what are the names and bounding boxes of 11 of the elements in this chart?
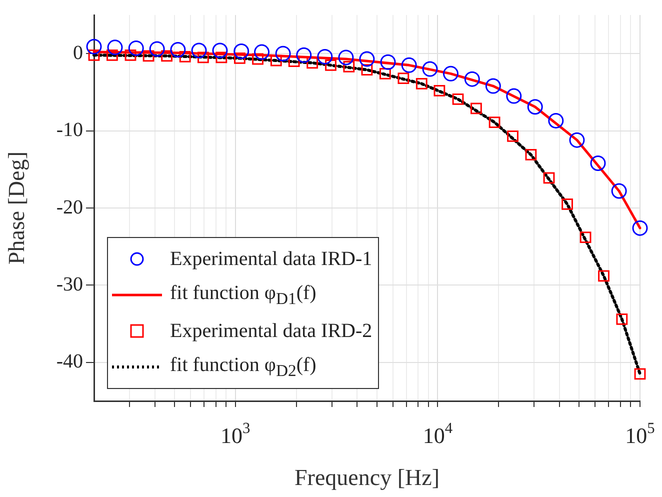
y-tick-label: -40 <box>56 350 83 373</box>
legend-label: Experimental data IRD-2 <box>170 320 372 342</box>
y-tick-label: -20 <box>56 196 83 218</box>
legend-label: fit function φ$_{D2}$(f) <box>170 354 316 380</box>
legend-label: fit function φ$_{D1}$(f) <box>170 282 316 308</box>
x-axis-title: Frequency [Hz] <box>294 465 440 490</box>
legend-label: Experimental data IRD-1 <box>170 248 372 270</box>
y-tick-label: -30 <box>56 273 83 296</box>
y-tick-label: -10 <box>56 119 83 142</box>
y-axis-title: Phase [Deg] <box>4 151 29 265</box>
y-tick-label: 0 <box>73 42 83 64</box>
